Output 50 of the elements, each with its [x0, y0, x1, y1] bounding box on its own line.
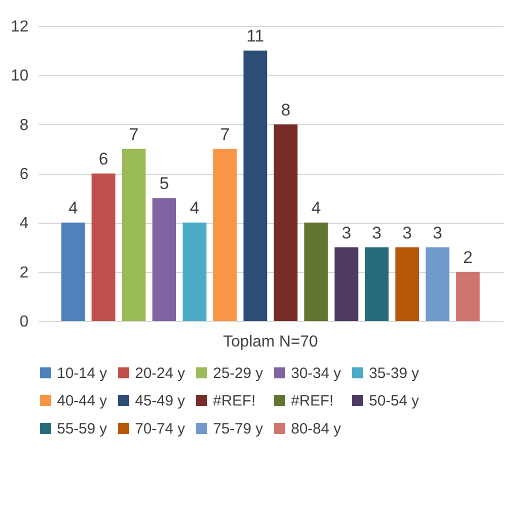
- bar: [92, 174, 116, 321]
- y-tick-label: 10: [10, 68, 29, 85]
- bar: [213, 148, 237, 321]
- legend-label: 45-49 y: [135, 392, 186, 410]
- x-tick-label: Toplam N=70: [223, 334, 318, 350]
- data-label: 3: [432, 223, 442, 242]
- legend-label: 55-59 y: [57, 420, 108, 438]
- data-label: 7: [129, 124, 139, 144]
- data-label: 2: [463, 248, 473, 267]
- y-tick-label: 4: [20, 215, 29, 232]
- bar: [61, 222, 85, 321]
- data-label: 5: [159, 174, 169, 194]
- legend-label: 40-44 y: [57, 392, 108, 410]
- data-label: 4: [68, 198, 78, 218]
- legend-label: #REF!: [291, 392, 334, 410]
- data-label: 3: [402, 223, 412, 242]
- bar: [122, 148, 146, 321]
- data-label: 4: [190, 198, 200, 218]
- bar: [456, 272, 480, 321]
- data-label: 6: [98, 150, 108, 168]
- y-tick-label: 0: [20, 314, 29, 330]
- legend-label: 20-24 y: [135, 364, 186, 382]
- legend-label: 30-34 y: [291, 364, 342, 382]
- data-label: 8: [280, 100, 290, 120]
- data-label: 3: [372, 223, 382, 242]
- legend-label: 25-29 y: [213, 364, 264, 382]
- bar: [182, 222, 206, 321]
- bar: [334, 247, 358, 321]
- bar: [304, 222, 328, 321]
- bar: [274, 124, 298, 321]
- bar: [152, 198, 176, 321]
- bar: [364, 247, 389, 321]
- bar: [243, 50, 268, 321]
- y-tick-label: 2: [20, 264, 29, 282]
- data-label: 7: [220, 124, 230, 144]
- legend-label: 10-14 y: [57, 364, 108, 382]
- legend-label: 80-84 y: [291, 420, 342, 438]
- data-label: 3: [342, 223, 352, 242]
- legend-label: 35-39 y: [369, 364, 420, 382]
- y-tick-label: 6: [20, 166, 29, 183]
- legend-label: 70-74 y: [135, 420, 186, 438]
- legend-label: 50-54 y: [369, 392, 420, 410]
- bar: [426, 247, 450, 321]
- bar: [395, 247, 420, 321]
- data-label: 11: [246, 26, 264, 46]
- y-tick-label: 8: [20, 116, 29, 134]
- y-tick-label: 12: [10, 18, 29, 36]
- legend-label: #REF!: [213, 392, 256, 410]
- legend-label: 75-79 y: [213, 420, 264, 438]
- data-label: 4: [311, 198, 321, 218]
